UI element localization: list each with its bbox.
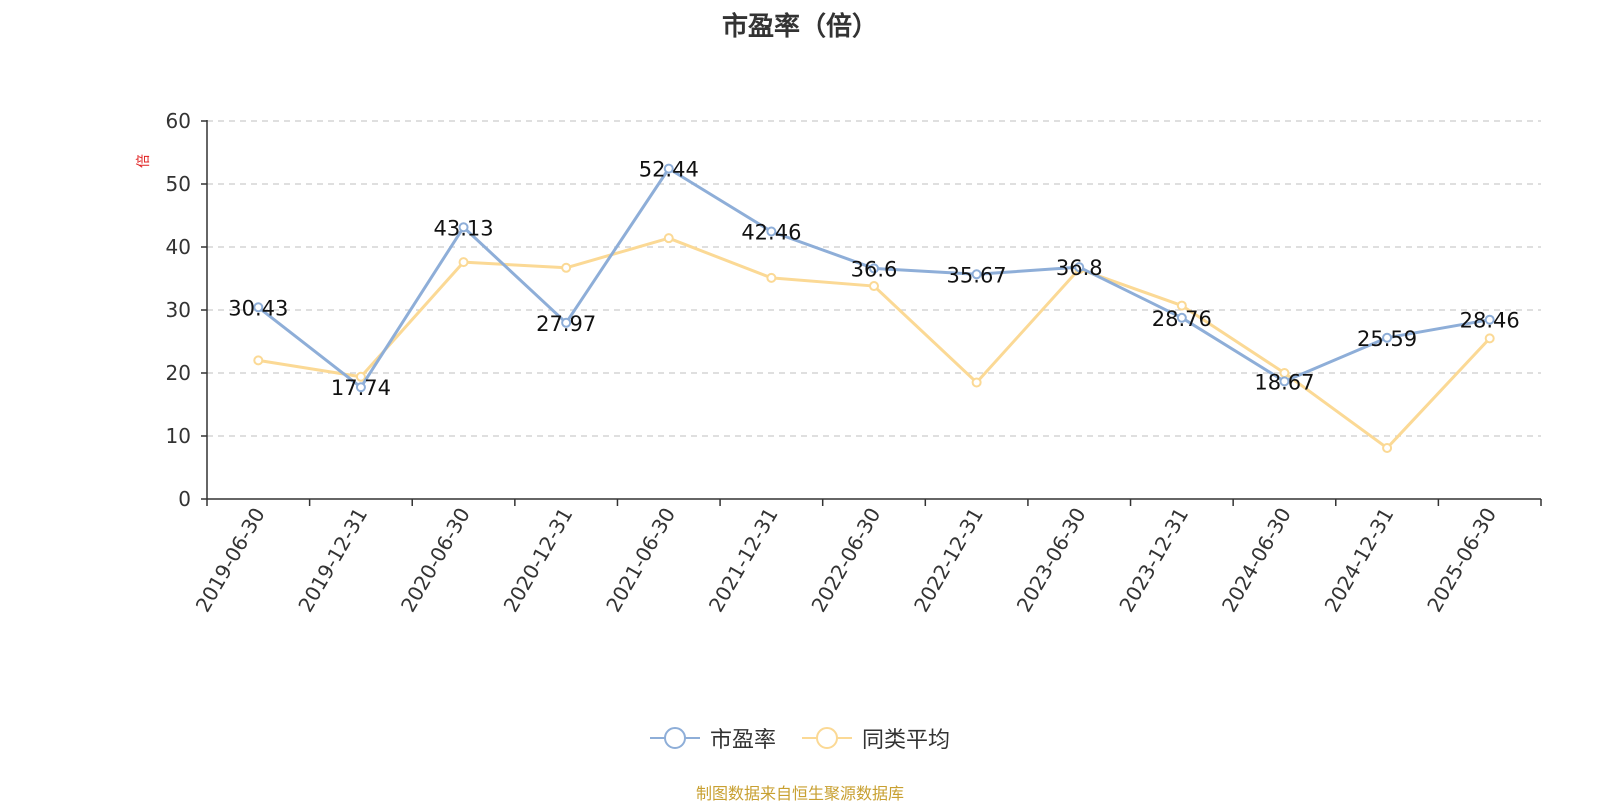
legend-label-peer-average: 同类平均 [862,728,951,753]
grid-lines [207,120,1541,437]
data-point [561,262,572,273]
x-tick-label: 2019-06-30 [191,504,270,617]
data-point [355,371,366,382]
data-point [561,317,572,328]
legend-label-pe: 市盈率 [709,728,776,753]
data-point [1279,376,1290,387]
y-tick-label: 40 [166,235,191,259]
y-tick-label: 60 [166,109,191,133]
data-point [458,257,469,268]
data-labels: 30.43 17.74 43.13 27.97 52.44 42.46 36.6 35.67 3… [228,158,1520,401]
y-tick-label: 20 [166,361,191,385]
data-point [971,377,982,388]
x-tick-label: 2023-06-30 [1012,504,1091,617]
data-point [1176,300,1187,311]
data-label: 42.46 [741,221,801,245]
data-point [253,302,264,313]
y-tick-label: 0 [178,487,191,511]
legend-line-circle-icon [649,727,700,749]
data-label: 43.13 [433,216,493,240]
data-point [253,355,264,366]
source-note: 制图数据来自恒生聚源数据库 [695,784,904,803]
data-point [1484,314,1495,325]
data-point [1176,312,1187,323]
y-axis-label: 倍 [136,154,152,168]
x-tick-label: 2022-12-31 [909,504,988,617]
data-label: 27.97 [536,312,596,336]
chart-title: 市盈率（倍） [721,12,878,42]
data-label: 30.43 [228,296,288,320]
legend: 市盈率 同类平均 [0,722,1600,754]
data-label: 36.8 [1056,256,1103,280]
data-point [355,382,366,393]
data-label: 17.74 [331,376,391,400]
data-point [1484,333,1495,344]
x-tick-label: 2020-12-31 [499,504,578,617]
data-point [971,269,982,280]
y-tick-label: 30 [166,298,191,322]
legend-line-circle-icon [802,727,852,749]
x-tick-label: 2021-06-30 [601,504,680,617]
y-tick-label: 10 [166,424,191,448]
data-label: 28.46 [1460,309,1520,333]
x-tick-label: 2024-06-30 [1217,504,1296,617]
x-tick-label: 2024-12-31 [1320,504,1399,617]
data-point [663,233,674,244]
x-tick-label: 2023-12-31 [1114,504,1193,617]
data-label: 25.59 [1357,327,1417,351]
data-point [458,222,469,233]
legend-item-pe[interactable]: 市盈率 [649,722,776,754]
y-tick-label: 50 [166,172,191,196]
data-point [766,226,777,237]
data-point [869,263,879,274]
data-point [766,272,777,283]
data-point [1074,262,1085,273]
data-label: 36.6 [851,257,898,281]
legend-item-peer-average[interactable]: 同类平均 [802,722,950,754]
data-label: 18.67 [1254,370,1314,394]
x-tick-label: 2020-06-30 [396,504,475,617]
data-label: 28.76 [1152,307,1212,331]
data-label: 35.67 [947,263,1007,287]
data-point [1382,332,1393,343]
x-tick-label: 2025-06-30 [1422,504,1501,617]
data-point [1382,442,1393,453]
series-lines [253,163,1495,453]
data-point [869,281,879,292]
x-tick-label: 2021-12-31 [704,504,783,617]
x-tick-label: 2022-06-30 [806,504,885,617]
data-label: 52.44 [639,158,699,182]
x-tick-label: 2019-12-31 [293,504,372,617]
data-point [663,163,674,174]
